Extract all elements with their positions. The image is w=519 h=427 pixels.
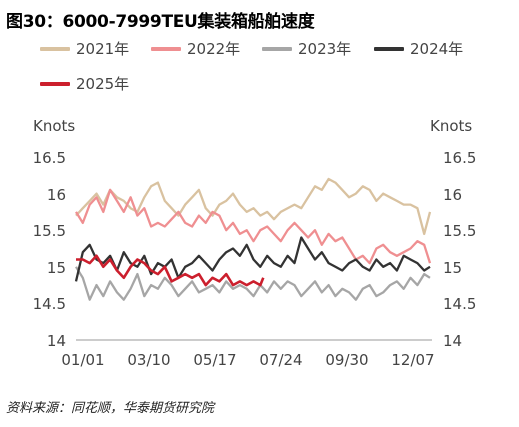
y-tick-right: 16 [443, 186, 463, 204]
y-tick-right: 14 [443, 332, 463, 350]
legend-item-2025: 2025年 [40, 73, 129, 94]
legend-item-2022: 2022年 [151, 38, 240, 59]
series-line-2024 [74, 236, 431, 282]
series-line-2023 [75, 266, 431, 301]
legend-swatch-2025 [40, 81, 70, 86]
legend-swatch-2023 [262, 46, 292, 51]
source-note: 资料来源：同花顺，华泰期货研究院 [6, 401, 215, 416]
chart-title: 图30：6000-7999TEU集装箱船舶速度 [6, 12, 315, 32]
y-tick-right: 16.5 [443, 149, 477, 167]
y-tick-right: 14.5 [443, 295, 477, 313]
x-tick: 09/30 [325, 351, 369, 369]
series-line-2021 [75, 177, 432, 236]
legend-item-2021: 2021年 [40, 38, 129, 59]
legend-item-2024: 2024年 [374, 38, 463, 59]
series-line-2025 [76, 254, 265, 287]
legend-item-2023: 2023年 [262, 38, 351, 59]
y-tick-left: 14 [46, 332, 66, 350]
legend-label-2023: 2023年 [298, 40, 352, 58]
x-tick: 03/10 [127, 351, 171, 369]
y-tick-left: 14.5 [32, 295, 66, 313]
y-axis-title-right: Knots [430, 117, 473, 135]
legend-label-2025: 2025年 [76, 75, 130, 93]
legend-swatch-2021 [40, 46, 70, 51]
legend-label-2022: 2022年 [187, 40, 241, 58]
legend-label-2024: 2024年 [410, 40, 464, 58]
series-line-2022 [75, 188, 432, 265]
series-layer [74, 177, 432, 301]
y-tick-left: 16 [46, 186, 66, 204]
x-tick: 12/07 [391, 351, 435, 369]
legend-label-2021: 2021年 [76, 40, 130, 58]
y-tick-left: 16.5 [32, 149, 66, 167]
legend-swatch-2022 [151, 46, 181, 51]
y-tick-right: 15 [443, 259, 463, 277]
y-tick-right: 15.5 [443, 222, 477, 240]
x-tick: 05/17 [193, 351, 237, 369]
x-tick: 01/01 [61, 351, 105, 369]
y-tick-left: 15.5 [32, 222, 66, 240]
legend-swatch-2024 [374, 46, 404, 51]
y-tick-left: 15 [46, 259, 66, 277]
x-tick: 07/24 [259, 351, 303, 369]
y-axis-title-left: Knots [33, 117, 76, 135]
